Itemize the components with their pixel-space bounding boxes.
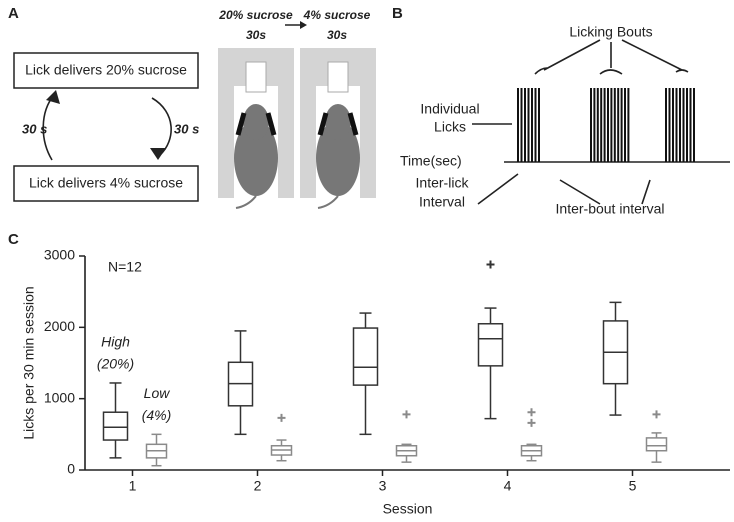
box: [645, 437, 668, 452]
ili-label: Interval: [419, 194, 465, 210]
state-label: Lick delivers 4% sucrose: [29, 175, 183, 191]
time-label: Time(sec): [400, 153, 462, 169]
state-label: Lick delivers 20% sucrose: [25, 62, 187, 78]
arrow-head: [46, 90, 60, 104]
arrow: [543, 39, 683, 71]
ili-label: Inter-lick: [416, 175, 470, 191]
series-note: (4%): [142, 407, 172, 423]
outlier: [277, 413, 286, 422]
series-name: High: [101, 334, 130, 350]
arrow: [477, 173, 651, 205]
x-tick-label: 5: [629, 478, 637, 494]
box: [102, 411, 129, 441]
series-note: (20%): [97, 356, 134, 372]
y-tick-label: 3000: [44, 247, 75, 263]
arrow-head: [300, 21, 307, 29]
ibi-label: Inter-bout interval: [556, 201, 665, 217]
series-name: Low: [144, 385, 171, 401]
y-tick-label: 0: [67, 461, 75, 477]
brace: [534, 67, 689, 75]
licks-label: Licks: [434, 119, 466, 135]
lick-train: [517, 88, 695, 162]
arrow-head: [150, 148, 166, 160]
x-tick-label: 2: [254, 478, 262, 494]
licks-label: Individual: [420, 101, 479, 117]
mouse-time: 30s: [246, 28, 266, 42]
outlier: [486, 260, 495, 269]
outlier: [527, 408, 536, 417]
box-plot: 0 1000 2000 3000 1 2 3 4 5 Session Licks per 30 mi…: [21, 247, 730, 517]
outlier: [527, 418, 536, 427]
state-box: [13, 165, 199, 202]
arrow: [151, 97, 172, 156]
bouts-label: Licking Bouts: [569, 24, 652, 40]
panel-letter: A: [8, 5, 19, 22]
x-tick-label: 4: [504, 478, 512, 494]
interval-label: 30 s: [174, 121, 199, 136]
y-tick-label: 2000: [44, 318, 75, 334]
y-axis-label: Licks per 30 min session: [21, 286, 37, 439]
box: [352, 327, 379, 386]
annotation: N=12: [108, 259, 142, 275]
state-box: [13, 52, 199, 89]
x-axis-label: Session: [383, 501, 433, 517]
outlier: [402, 410, 411, 419]
panel-letter: C: [8, 231, 19, 248]
mouse-title: 4% sucrose: [303, 8, 371, 22]
outlier: [652, 410, 661, 419]
mouse-time: 30s: [327, 28, 347, 42]
y-tick-label: 1000: [44, 389, 75, 405]
interval-label: 30 s: [22, 121, 47, 136]
x-tick-label: 3: [379, 478, 387, 494]
x-tick-label: 1: [129, 478, 137, 494]
mouse-illustration: [218, 48, 376, 209]
box: [477, 323, 504, 367]
mouse-title: 20% sucrose: [218, 8, 293, 22]
panel-letter: B: [392, 5, 403, 22]
